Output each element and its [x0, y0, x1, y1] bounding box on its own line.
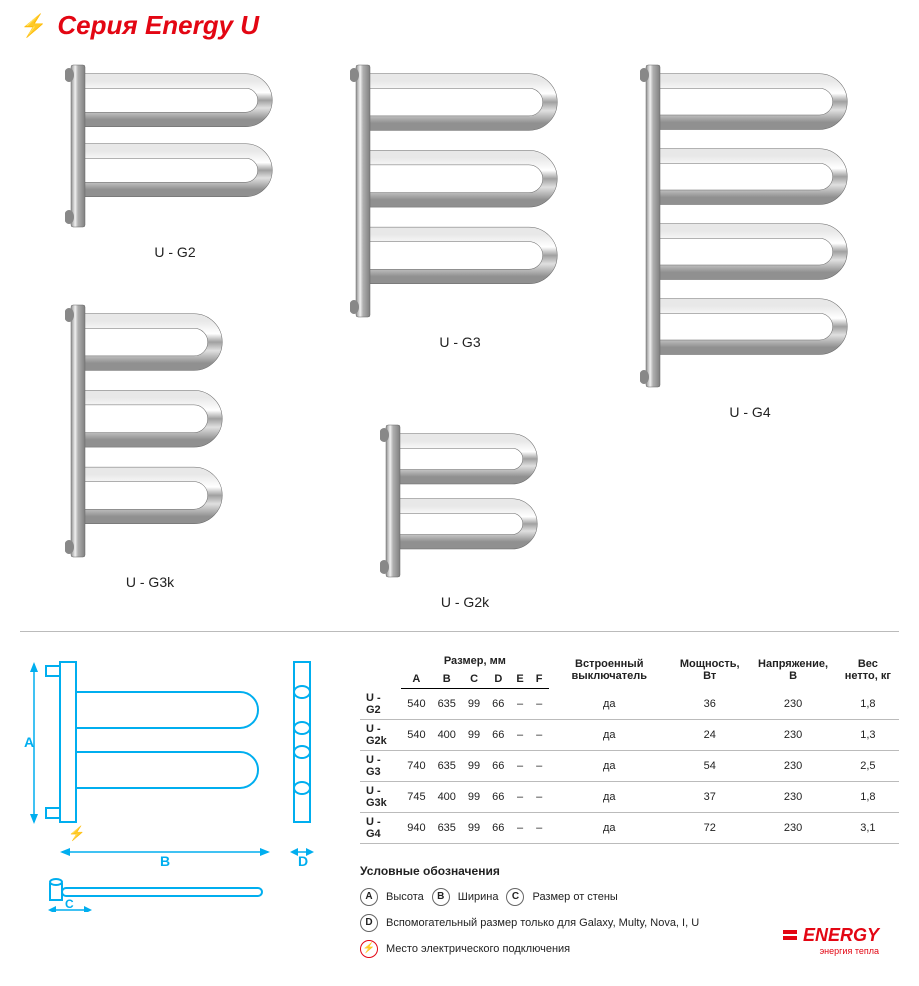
spec-table: Размер, мм Встроенный выключатель Мощнос… — [360, 652, 899, 844]
page-title: Серия Energy U — [57, 10, 259, 41]
product-g3: U - G3 — [350, 61, 570, 350]
legend-row: AВысота BШирина CРазмер от стены — [360, 888, 899, 906]
legend-badge-b: B — [432, 888, 450, 906]
legend-badge-c: C — [506, 888, 524, 906]
product-label: U - G4 — [640, 404, 860, 420]
legend-badge-d: D — [360, 914, 378, 932]
table-row: U - G2k5404009966––да242301,3 — [360, 719, 899, 750]
divider — [20, 631, 899, 632]
product-illustration — [640, 61, 860, 391]
product-illustration — [380, 421, 550, 581]
product-illustration — [350, 61, 570, 321]
specifications: Размер, мм Встроенный выключатель Мощнос… — [360, 652, 899, 966]
product-label: U - G2 — [65, 244, 285, 260]
table-row: U - G3k7454009966––да372301,8 — [360, 781, 899, 812]
product-label: U - G2k — [380, 594, 550, 610]
brand-logo: ENERGY энергия тепла — [781, 925, 879, 956]
product-g2: U - G2 — [65, 61, 285, 260]
page-header: ⚡ Серия Energy U — [20, 10, 899, 41]
legend-title: Условные обозначения — [360, 864, 899, 878]
svg-text:D: D — [298, 853, 308, 869]
table-row: U - G25406359966––да362301,8 — [360, 689, 899, 720]
legend-badge-a: A — [360, 888, 378, 906]
product-g4: U - G4 — [640, 61, 860, 420]
table-row: U - G37406359966––да542302,5 — [360, 750, 899, 781]
product-g2k: U - G2k — [380, 421, 550, 610]
svg-text:A: A — [24, 734, 34, 750]
product-label: U - G3 — [350, 334, 570, 350]
bolt-icon: ⚡ — [20, 13, 47, 39]
product-illustration — [65, 61, 285, 231]
product-label: U - G3k — [65, 574, 235, 590]
svg-text:B: B — [160, 853, 170, 869]
schematic-diagram: ⚡ A B D — [20, 652, 330, 966]
legend-badge-bolt-icon: ⚡ — [360, 940, 378, 958]
svg-text:C: C — [65, 897, 74, 911]
product-gallery: U - G2 U - G3 U - G4 U - G3k U - — [20, 61, 899, 621]
logo-icon — [781, 926, 799, 944]
product-g3k: U - G3k — [65, 301, 235, 590]
svg-text:⚡: ⚡ — [68, 825, 85, 842]
product-illustration — [65, 301, 235, 561]
table-row: U - G49406359966––да722303,1 — [360, 812, 899, 843]
